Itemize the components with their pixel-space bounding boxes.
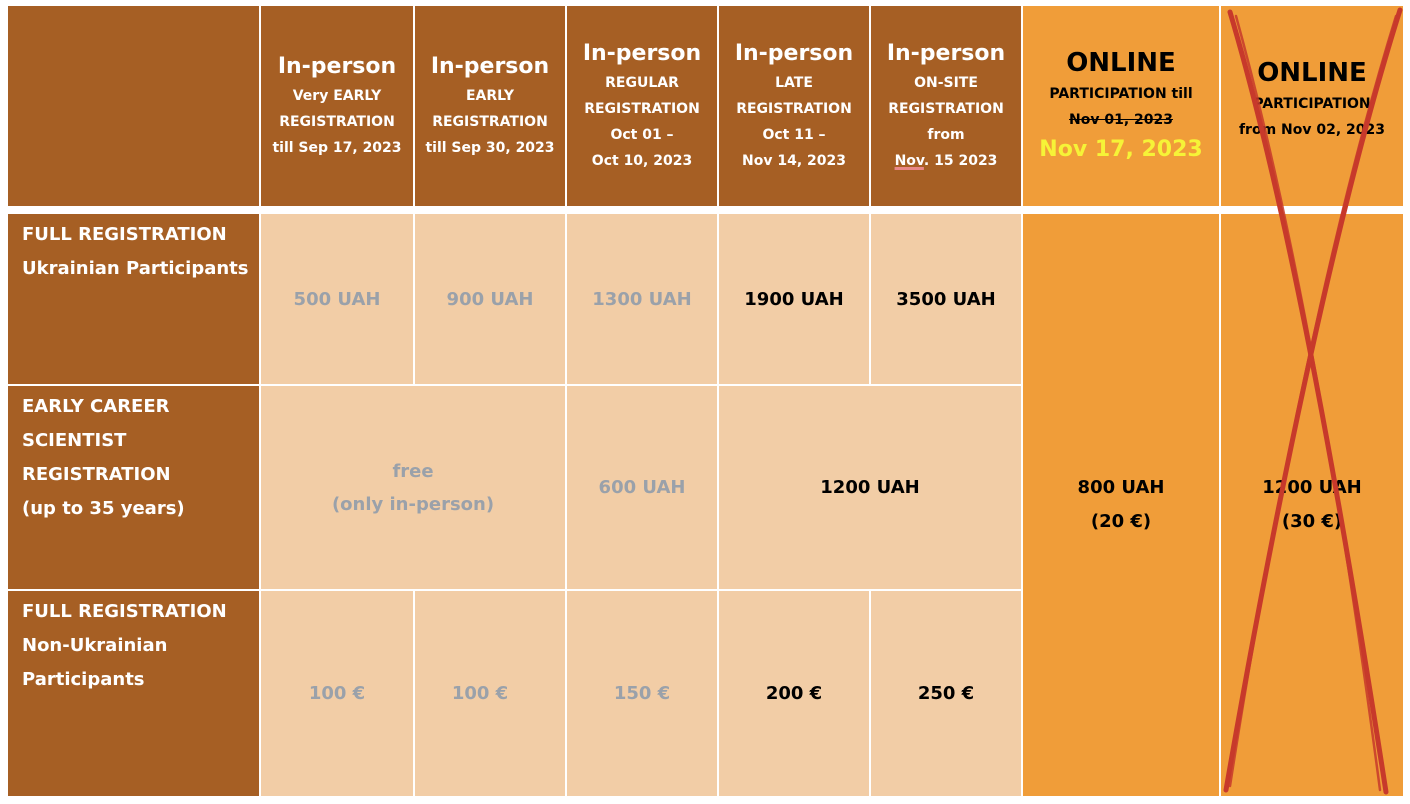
header-corner — [8, 6, 259, 206]
header-line: REGISTRATION — [279, 114, 395, 130]
free-label: free — [392, 460, 434, 482]
header-date-rest: . 15 2023 — [923, 153, 998, 169]
price-cell: 1900 UAH — [719, 214, 869, 384]
header-line: till Sep 17, 2023 — [272, 140, 402, 156]
label-line: SCIENTIST — [22, 430, 127, 451]
header-line: Nov 14, 2023 — [742, 153, 846, 169]
header-title: ONLINE — [1257, 58, 1367, 88]
row-label-full-non-ukrainian: FULL REGISTRATION Non-Ukrainian Particip… — [8, 591, 259, 796]
label-line: (up to 35 years) — [22, 498, 185, 519]
header-line: Oct 11 – — [762, 127, 826, 143]
header-date-underlined: Nov — [894, 153, 924, 169]
header-line: REGISTRATION — [584, 101, 700, 117]
price-cell: 1200 UAH — [719, 386, 1021, 589]
header-line: REGULAR — [605, 75, 679, 91]
header-late: In-person LATE REGISTRATION Oct 11 – Nov… — [719, 6, 869, 206]
price-cell: 250 € — [871, 591, 1021, 796]
header-line: Very EARLY — [292, 88, 382, 104]
header-line: EARLY — [465, 88, 515, 104]
price-cell: 150 € — [567, 591, 717, 796]
label-line: FULL REGISTRATION — [22, 601, 227, 622]
row-label-full-ukrainian: FULL REGISTRATION Ukrainian Participants — [8, 214, 259, 384]
header-title: In-person — [886, 41, 1006, 66]
header-line: Oct 10, 2023 — [591, 153, 693, 169]
price-cell: 200 € — [719, 591, 869, 796]
header-regular: In-person REGULAR REGISTRATION Oct 01 – … — [567, 6, 717, 206]
header-line: from Nov 02, 2023 — [1238, 122, 1386, 138]
price-cell-free: free (only in-person) — [261, 386, 565, 589]
header-early: In-person EARLY REGISTRATION till Sep 30… — [415, 6, 565, 206]
header-title: In-person — [734, 41, 854, 66]
online-price-eur: (20 €) — [1090, 511, 1152, 532]
header-line: till Sep 30, 2023 — [425, 140, 555, 156]
online-price-cell: 800 UAH (20 €) — [1023, 214, 1219, 796]
header-title: In-person — [582, 41, 702, 66]
header-struck-date: Nov 01, 2023 — [1069, 112, 1173, 128]
label-line: Non-Ukrainian — [22, 635, 168, 656]
online-late-price-uah: 1200 UAH — [1262, 477, 1362, 498]
header-online-late: ONLINE PARTICIPATION from Nov 02, 2023 — [1221, 6, 1403, 206]
price-cell: 900 UAH — [415, 214, 565, 384]
header-title: ONLINE — [1066, 48, 1176, 78]
label-line: Ukrainian Participants — [22, 258, 249, 279]
header-line: ON-SITE — [914, 75, 978, 91]
header-online: ONLINE PARTICIPATION till Nov 01, 2023 N… — [1023, 6, 1219, 206]
row-label-early-career: EARLY CAREER SCIENTIST REGISTRATION (up … — [8, 386, 259, 589]
header-line: PARTICIPATION — [1253, 96, 1371, 112]
header-date-line: Nov. 15 2023 — [895, 148, 998, 174]
price-cell: 1300 UAH — [567, 214, 717, 384]
online-late-price-eur: (30 €) — [1281, 511, 1343, 532]
label-line: REGISTRATION — [22, 464, 171, 485]
price-cell: 100 € — [415, 591, 565, 796]
header-line: REGISTRATION — [736, 101, 852, 117]
header-line: from — [927, 127, 965, 143]
online-price-uah: 800 UAH — [1077, 477, 1165, 498]
header-line: LATE — [775, 75, 813, 91]
online-late-price-cell: 1200 UAH (30 €) — [1221, 214, 1403, 796]
label-line: FULL REGISTRATION — [22, 224, 227, 245]
header-line: PARTICIPATION till — [1049, 86, 1193, 102]
header-line: REGISTRATION — [432, 114, 548, 130]
header-on-site: In-person ON-SITE REGISTRATION from Nov.… — [871, 6, 1021, 206]
price-cell: 3500 UAH — [871, 214, 1021, 384]
header-title: In-person — [430, 54, 550, 79]
header-very-early: In-person Very EARLY REGISTRATION till S… — [261, 6, 413, 206]
header-line: Oct 01 – — [610, 127, 674, 143]
free-note: (only in-person) — [331, 493, 495, 515]
price-cell: 100 € — [261, 591, 413, 796]
header-line: REGISTRATION — [888, 101, 1004, 117]
price-cell: 600 UAH — [567, 386, 717, 589]
label-line: EARLY CAREER — [22, 396, 170, 417]
header-title: In-person — [277, 54, 397, 79]
price-cell: 500 UAH — [261, 214, 413, 384]
header-new-date: Nov 17, 2023 — [1039, 137, 1203, 162]
label-line: Participants — [22, 669, 145, 690]
